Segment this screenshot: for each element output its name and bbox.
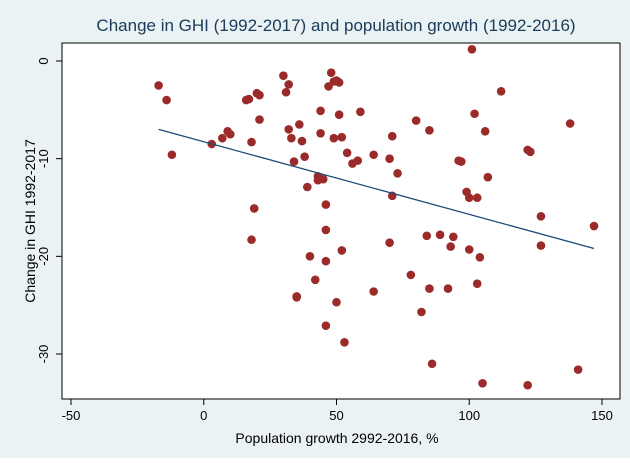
- data-point: [316, 106, 325, 116]
- data-point: [244, 94, 254, 104]
- data-point: [318, 174, 328, 184]
- data-point: [226, 129, 235, 139]
- chart-title: Change in GHI (1992-2017) and population…: [96, 16, 575, 35]
- data-point: [573, 365, 583, 374]
- data-point: [247, 235, 256, 245]
- data-point: [536, 241, 546, 250]
- data-point: [337, 132, 347, 142]
- data-point: [332, 297, 341, 307]
- data-point: [467, 44, 477, 54]
- data-point: [470, 109, 479, 119]
- y-tick-label: -30: [36, 345, 51, 364]
- data-point: [321, 256, 331, 266]
- data-point: [464, 193, 474, 203]
- data-point: [300, 152, 309, 162]
- data-point: [417, 307, 426, 317]
- data-point: [526, 147, 535, 157]
- data-point: [295, 120, 304, 129]
- data-point: [255, 90, 264, 100]
- data-point: [422, 231, 432, 241]
- data-point: [478, 379, 487, 388]
- data-point: [427, 359, 437, 369]
- x-axis: -50 0 50 100 150: [62, 399, 613, 423]
- data-point: [255, 115, 264, 124]
- data-point: [483, 172, 493, 182]
- data-point: [326, 68, 336, 78]
- data-point: [334, 78, 344, 87]
- data-point: [342, 148, 352, 158]
- data-point: [496, 86, 506, 96]
- data-point: [472, 279, 482, 288]
- data-point: [385, 238, 394, 247]
- data-point: [247, 137, 256, 147]
- data-point: [305, 252, 315, 261]
- data-point: [406, 270, 416, 280]
- data-point: [167, 150, 177, 160]
- data-point: [337, 246, 347, 255]
- data-point: [154, 81, 163, 90]
- data-point: [321, 200, 331, 209]
- y-tick-label: -20: [36, 247, 51, 266]
- data-point: [279, 71, 288, 80]
- data-point: [284, 125, 294, 134]
- data-point: [340, 337, 349, 347]
- data-point: [387, 131, 397, 141]
- data-point: [287, 133, 296, 143]
- data-point: [425, 126, 434, 135]
- fit-line: [158, 128, 595, 250]
- y-tick-label: 0: [36, 57, 51, 64]
- data-point: [565, 119, 575, 128]
- data-point: [302, 182, 312, 192]
- data-point: [218, 133, 227, 143]
- y-axis-label: Change in GHI 1992-2017: [22, 139, 38, 303]
- data-point: [356, 107, 365, 117]
- x-axis-label: Population growth 2992-2016, %: [235, 430, 438, 446]
- data-point: [162, 95, 171, 105]
- data-point: [310, 275, 320, 285]
- data-point: [249, 204, 259, 213]
- data-point: [292, 293, 301, 302]
- data-point: [443, 284, 453, 293]
- data-point: [329, 133, 339, 143]
- data-point: [435, 230, 445, 240]
- plot-area: [61, 42, 621, 400]
- data-point: [334, 110, 344, 120]
- data-point: [449, 232, 458, 242]
- data-point: [523, 380, 532, 390]
- x-tick-label: 100: [458, 408, 480, 423]
- x-tick-label: 0: [200, 408, 207, 423]
- y-axis: 0 -10 -20 -30: [36, 57, 62, 363]
- data-point: [369, 150, 378, 160]
- data-point: [411, 116, 421, 125]
- data-point: [321, 321, 331, 330]
- data-point: [464, 245, 474, 254]
- data-point: [536, 211, 546, 221]
- data-point: [284, 80, 294, 89]
- data-point: [353, 156, 363, 165]
- data-point: [589, 221, 599, 231]
- data-point: [393, 169, 402, 178]
- data-point: [316, 128, 325, 138]
- data-point: [425, 284, 434, 293]
- data-point: [385, 154, 394, 163]
- data-points: [154, 44, 599, 390]
- data-point: [297, 136, 307, 146]
- data-point: [281, 87, 291, 97]
- data-point: [472, 193, 482, 203]
- x-tick-label: 150: [591, 408, 613, 423]
- y-tick-label: -10: [36, 149, 51, 168]
- data-point: [289, 157, 299, 166]
- x-tick-label: 50: [329, 408, 343, 423]
- data-point: [475, 253, 485, 262]
- data-point: [480, 127, 490, 136]
- data-point: [369, 287, 378, 296]
- data-point: [456, 157, 466, 166]
- data-point: [446, 242, 455, 251]
- x-tick-label: -50: [62, 408, 81, 423]
- data-point: [321, 225, 331, 235]
